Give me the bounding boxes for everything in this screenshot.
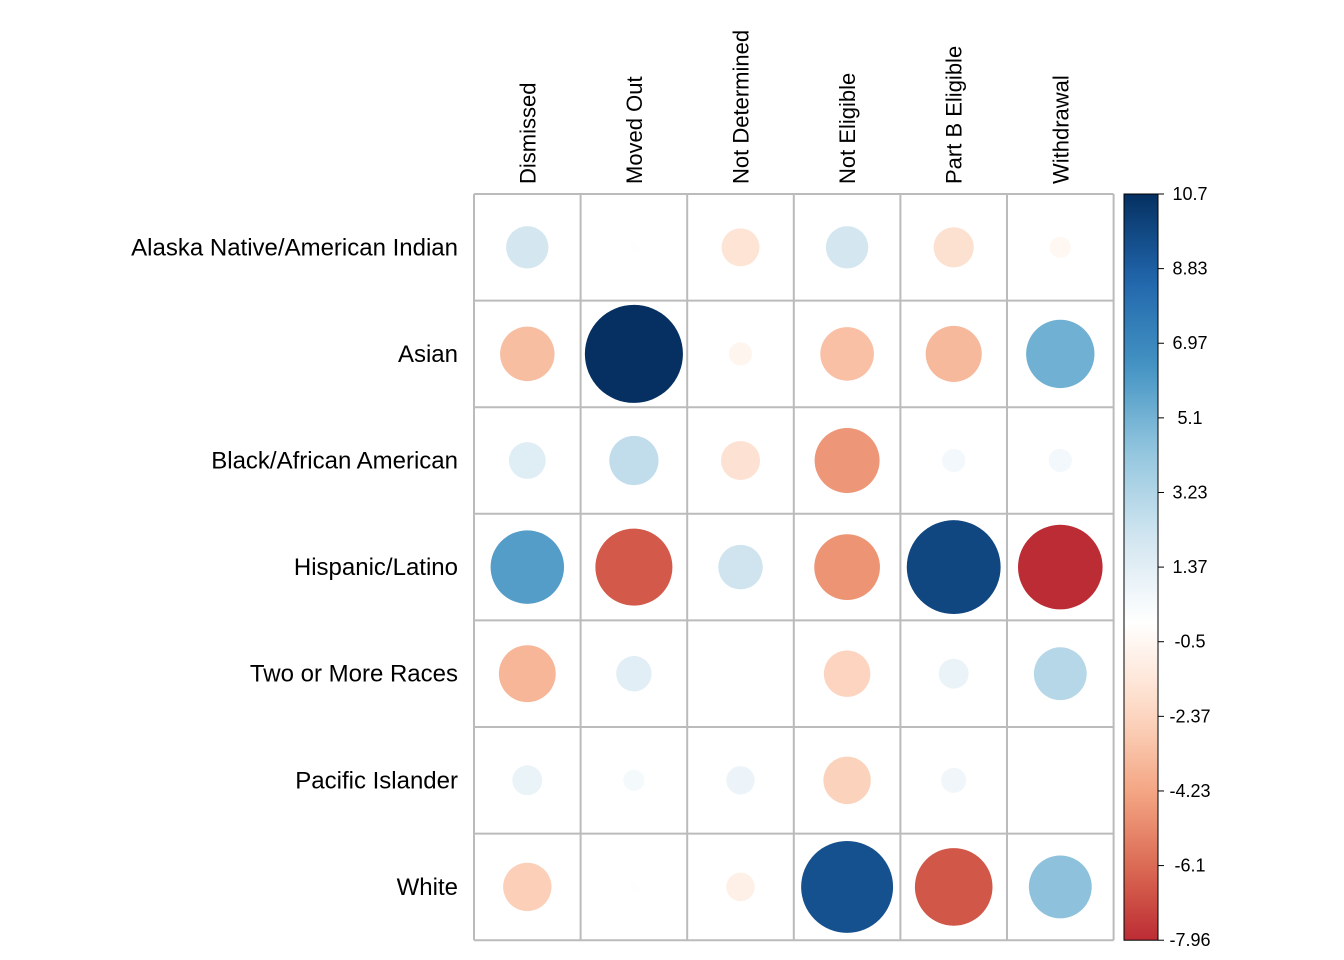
legend-tick-label: -7.96: [1169, 930, 1210, 950]
circle-mark: [720, 440, 761, 481]
circle-mark: [506, 226, 549, 269]
row-labels: Alaska Native/American Indian Asian Black/…: [131, 234, 458, 901]
column-label: Not Eligible: [835, 73, 860, 184]
circle-mark: [823, 650, 871, 697]
legend-tick-label: 6.97: [1172, 333, 1207, 353]
circle-mark: [498, 645, 556, 703]
circle-mark: [825, 226, 869, 269]
circle-mark: [823, 756, 871, 805]
color-legend: 10.7 8.83 6.97 5.1 3.23 1.37 -0.5 -2.37 -4.23 -6.…: [1123, 184, 1211, 950]
circle-mark: [938, 658, 969, 689]
legend-tick-label: 1.37: [1172, 557, 1207, 577]
column-labels: Dismissed Moved Out Not Determined Not Elig…: [515, 30, 1073, 184]
circle-mark: [726, 872, 755, 902]
circle-mark: [512, 765, 543, 796]
legend-tick-label: -0.5: [1174, 632, 1205, 652]
circle-mark: [1033, 647, 1087, 701]
circle-mark: [726, 766, 755, 795]
row-label: Black/African American: [211, 448, 458, 475]
circle-mark: [609, 435, 659, 486]
grid: [473, 193, 1115, 942]
column-label: Moved Out: [622, 76, 647, 184]
circle-marks: [490, 226, 1103, 933]
legend-color-bar: [1123, 193, 1159, 941]
circle-mark: [925, 325, 982, 382]
circle-mark: [595, 528, 673, 606]
row-label: Alaska Native/American Indian: [131, 234, 458, 261]
circle-mark: [1018, 524, 1103, 610]
legend-tick-label: -6.1: [1174, 856, 1205, 876]
circle-mark: [933, 227, 974, 268]
circle-mark: [814, 428, 880, 493]
circle-mark: [629, 242, 639, 253]
column-label: Not Determined: [729, 30, 754, 184]
circle-mark: [801, 840, 894, 933]
legend-tick-label: 8.83: [1172, 259, 1207, 279]
circle-mark: [820, 327, 874, 381]
circle-mark: [728, 342, 753, 366]
legend-tick-label: 5.1: [1177, 408, 1202, 428]
column-label: Withdrawal: [1048, 75, 1073, 184]
legend-tick-label: 10.7: [1172, 184, 1207, 204]
circle-mark: [508, 442, 546, 479]
row-label: Pacific Islander: [295, 767, 458, 794]
row-label: Two or More Races: [250, 661, 458, 688]
column-label: Dismissed: [515, 83, 540, 184]
circle-mark: [906, 520, 1001, 615]
legend-tick-label: -2.37: [1169, 706, 1210, 726]
circle-mark: [1048, 448, 1072, 473]
circle-mark: [584, 304, 683, 403]
legend-tick-label: 3.23: [1172, 482, 1207, 502]
circle-mark: [942, 448, 966, 473]
circle-mark: [629, 882, 639, 892]
row-label: Asian: [398, 341, 458, 368]
column-label: Part B Eligible: [942, 46, 967, 184]
circle-mark: [914, 848, 993, 926]
legend-tick-label: -4.23: [1169, 781, 1210, 801]
circle-mark: [814, 534, 880, 600]
row-label: White: [397, 874, 458, 901]
row-label: Hispanic/Latino: [294, 554, 458, 581]
circle-mark: [623, 769, 645, 791]
circle-mark: [1028, 855, 1092, 919]
circle-mark: [1026, 319, 1095, 389]
circle-mark: [503, 862, 552, 912]
circle-mark: [718, 544, 763, 590]
circle-mark: [500, 326, 555, 382]
circle-mark: [941, 767, 967, 793]
circle-mark: [616, 655, 652, 692]
circle-mark: [490, 530, 565, 604]
circle-mark: [721, 228, 760, 267]
circle-mark: [1049, 236, 1071, 258]
